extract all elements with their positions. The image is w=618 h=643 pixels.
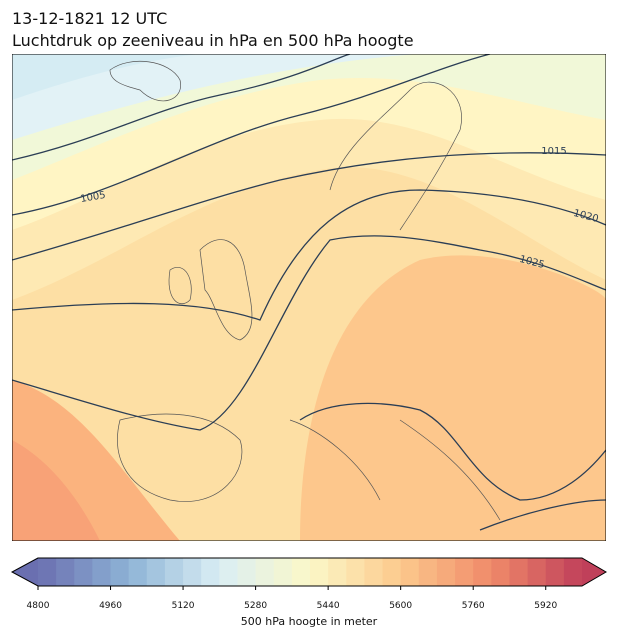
colorbar-tick-label: 4960 bbox=[99, 601, 122, 611]
colorbar-tick-label: 5920 bbox=[534, 601, 557, 611]
colorbar-extend-high bbox=[582, 558, 606, 586]
colorbar-band bbox=[92, 558, 112, 586]
colorbar-band bbox=[255, 558, 275, 586]
colorbar-outline bbox=[10, 557, 607, 587]
colorbar-tick-label: 5760 bbox=[462, 601, 485, 611]
colorbar-band bbox=[164, 558, 184, 586]
colorbar-band bbox=[291, 558, 311, 586]
colorbar-tick-label: 5440 bbox=[317, 601, 340, 611]
colorbar-tick-label: 4800 bbox=[27, 601, 50, 611]
colorbar-label: 500 hPa hoogte in meter bbox=[241, 615, 378, 628]
title-line: Luchtdruk op zeeniveau in hPa en 500 hPa… bbox=[12, 31, 414, 50]
colorbar-band bbox=[328, 558, 347, 586]
title-line: 13-12-1821 12 UTC bbox=[12, 9, 167, 28]
colorbar-band bbox=[146, 558, 166, 586]
contour-label: 1005 bbox=[80, 190, 107, 205]
colorbar-band bbox=[545, 558, 565, 586]
colorbar-band bbox=[38, 558, 57, 586]
colorbar-band bbox=[237, 558, 257, 586]
colorbar-band bbox=[219, 558, 238, 586]
colorbar-band bbox=[56, 558, 75, 586]
colorbar-extend-low bbox=[12, 558, 38, 586]
colorbar-band bbox=[455, 558, 474, 586]
colorbar-band bbox=[563, 558, 583, 586]
colorbar-band bbox=[183, 558, 202, 586]
colorbar-band bbox=[509, 558, 529, 586]
colorbar-band bbox=[382, 558, 402, 586]
colorbar-band bbox=[110, 558, 130, 586]
colorbar-band bbox=[346, 558, 365, 586]
colorbar-band bbox=[418, 558, 438, 586]
colorbar-band bbox=[491, 558, 510, 586]
contour-label: 1015 bbox=[541, 146, 566, 157]
colorbar-band bbox=[273, 558, 293, 586]
colorbar-tick-label: 5280 bbox=[244, 601, 267, 611]
colorbar-tick-label: 5120 bbox=[172, 601, 195, 611]
colorbar-band bbox=[310, 558, 329, 586]
colorbar-band bbox=[473, 558, 492, 586]
colorbar-band bbox=[201, 558, 220, 586]
colorbar-band bbox=[527, 558, 547, 586]
colorbar-band bbox=[400, 558, 420, 586]
colorbar: 4800 4960 5120 5280 5440 5600 5760 5920 bbox=[10, 557, 607, 611]
colorbar-band bbox=[74, 558, 93, 586]
map bbox=[12, 54, 606, 541]
colorbar-band bbox=[436, 558, 456, 586]
colorbar-tick-label: 5600 bbox=[389, 601, 412, 611]
colorbar-band bbox=[128, 558, 148, 586]
colorbar-band bbox=[364, 558, 384, 586]
